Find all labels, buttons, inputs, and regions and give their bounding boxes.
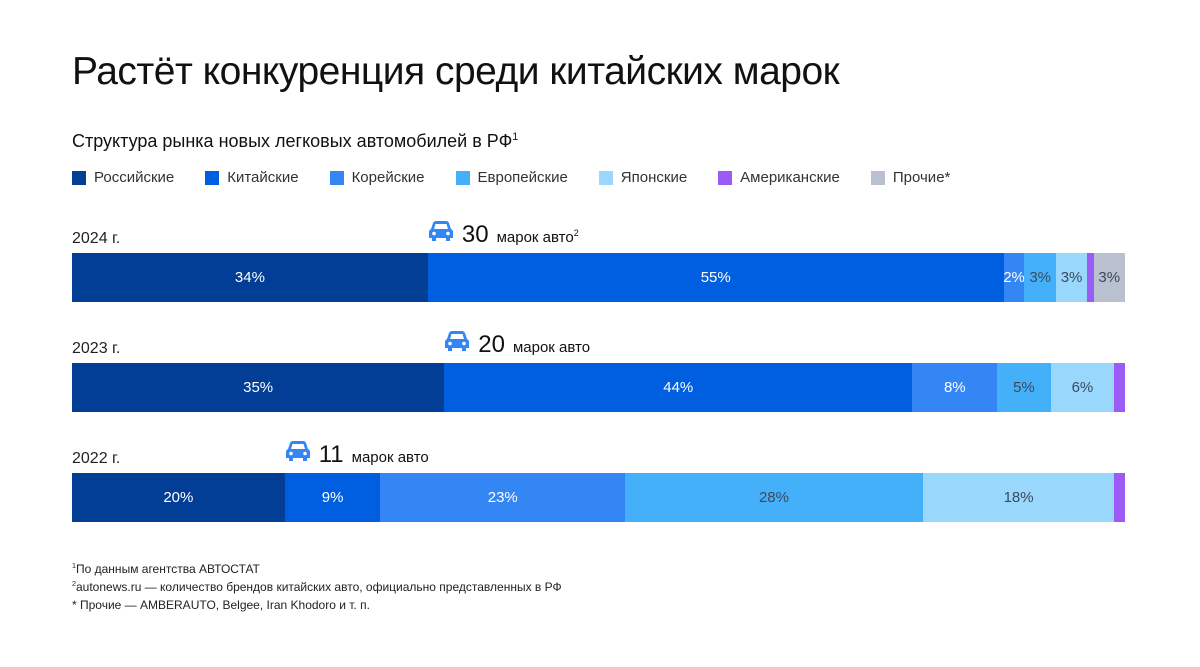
legend-item: Корейские [329,169,425,186]
brand-count-value: 11 [318,441,344,468]
chart-subtitle: Структура рынка новых легковых автомобил… [72,131,518,152]
legend-label: Китайские [227,169,299,186]
bar-segment-Российские: 34% [72,253,428,302]
footnote: 1По данным агентства АВТОСТАТ [72,560,562,578]
legend-swatch [72,170,86,185]
legend-label: Американские [740,169,840,186]
bar-segment-Российские: 35% [72,363,445,412]
legend-swatch [205,170,220,185]
footnote: 2autonews.ru — количество брендов китайс… [72,578,562,596]
bar-segment-Китайские: 55% [427,253,1004,302]
footnotes: 1По данным агентства АВТОСТАТ 2autonews.r… [72,560,562,614]
car-icon [285,440,311,467]
bar-segment-Европейские: 28% [625,473,923,522]
legend-swatch [718,170,733,185]
legend-item: Американские [718,169,840,186]
footnote-ref: 1 [512,131,519,143]
bar-segment-Китайские: 44% [444,363,913,412]
legend: Российские Китайские Корейские Европейские Я… [72,169,981,186]
footnote-text: autonews.ru — количество брендов китайск… [76,580,562,594]
footnote-ref: 2 [573,228,579,238]
footnote-number: 1 [72,561,76,570]
legend-label: Корейские [351,169,425,186]
bar-segment-Японские: 3% [1055,253,1088,302]
legend-label: Европейские [477,169,568,186]
brand-count-label: марок авто [351,449,429,466]
stacked-bar: 34% 55% 2% 3% 3% 3% [72,253,1125,302]
subtitle-text: Структура рынка новых легковых автомобил… [72,131,513,151]
legend-label: Российские [94,169,175,186]
year-label: 2024 г. [72,230,121,247]
legend-item: Китайские [205,169,299,186]
brand-count: 20 марок авто [444,330,590,359]
footnote-text: По данным агентства АВТОСТАТ [76,562,260,576]
bar-segment-Японские: 18% [922,473,1115,522]
brand-count: 11 марок авто [285,440,429,469]
bar-segment-Американские [1114,473,1125,522]
legend-swatch [329,170,344,185]
legend-swatch [598,170,613,185]
bar-segment-Американские [1087,253,1094,302]
legend-item: Российские [72,169,174,186]
legend-item: Европейские [455,169,568,186]
footnote-number: 2 [72,579,76,588]
bar-segment-Американские [1114,363,1125,412]
bar-segment-Европейские: 5% [997,363,1051,412]
bar-segment-Японские: 6% [1050,363,1115,412]
footnote: * Прочие — AMBERAUTO, Belgee, Iran Khodo… [72,596,562,614]
stacked-bar: 20% 9% 23% 28% 18% [72,473,1125,522]
car-icon [428,220,454,247]
bar-segment-Корейские: 23% [380,473,626,522]
year-label: 2022 г. [72,450,121,467]
brand-count-value: 20 [478,331,505,358]
bar-segment-Корейские: 2% [1003,253,1025,302]
legend-swatch [455,170,470,185]
bar-segment-Прочие: 3% [1093,253,1125,302]
legend-label: Прочие* [892,169,951,186]
car-icon [444,330,470,357]
legend-label: Японские [620,169,688,186]
legend-item: Японские [598,169,688,186]
brand-count-label: марок авто [512,339,591,356]
bar-segment-Российские: 20% [72,473,285,522]
legend-item: Прочие* [870,169,951,186]
footnote-text: * Прочие — AMBERAUTO, Belgee, Iran Khodo… [72,598,370,612]
brand-count-label: марок авто2 [496,228,579,247]
brand-count: 30 марок авто2 [428,220,579,249]
bar-segment-Корейские: 8% [912,363,998,412]
stacked-bar: 35% 44% 8% 5% 6% [72,363,1125,412]
bar-segment-Европейские: 3% [1024,253,1056,302]
bar-segment-Китайские: 9% [284,473,381,522]
year-label: 2023 г. [72,340,121,357]
page-title: Растёт конкуренция среди китайских марок [72,50,840,93]
brand-count-value: 30 [461,221,489,248]
legend-swatch [870,170,885,185]
